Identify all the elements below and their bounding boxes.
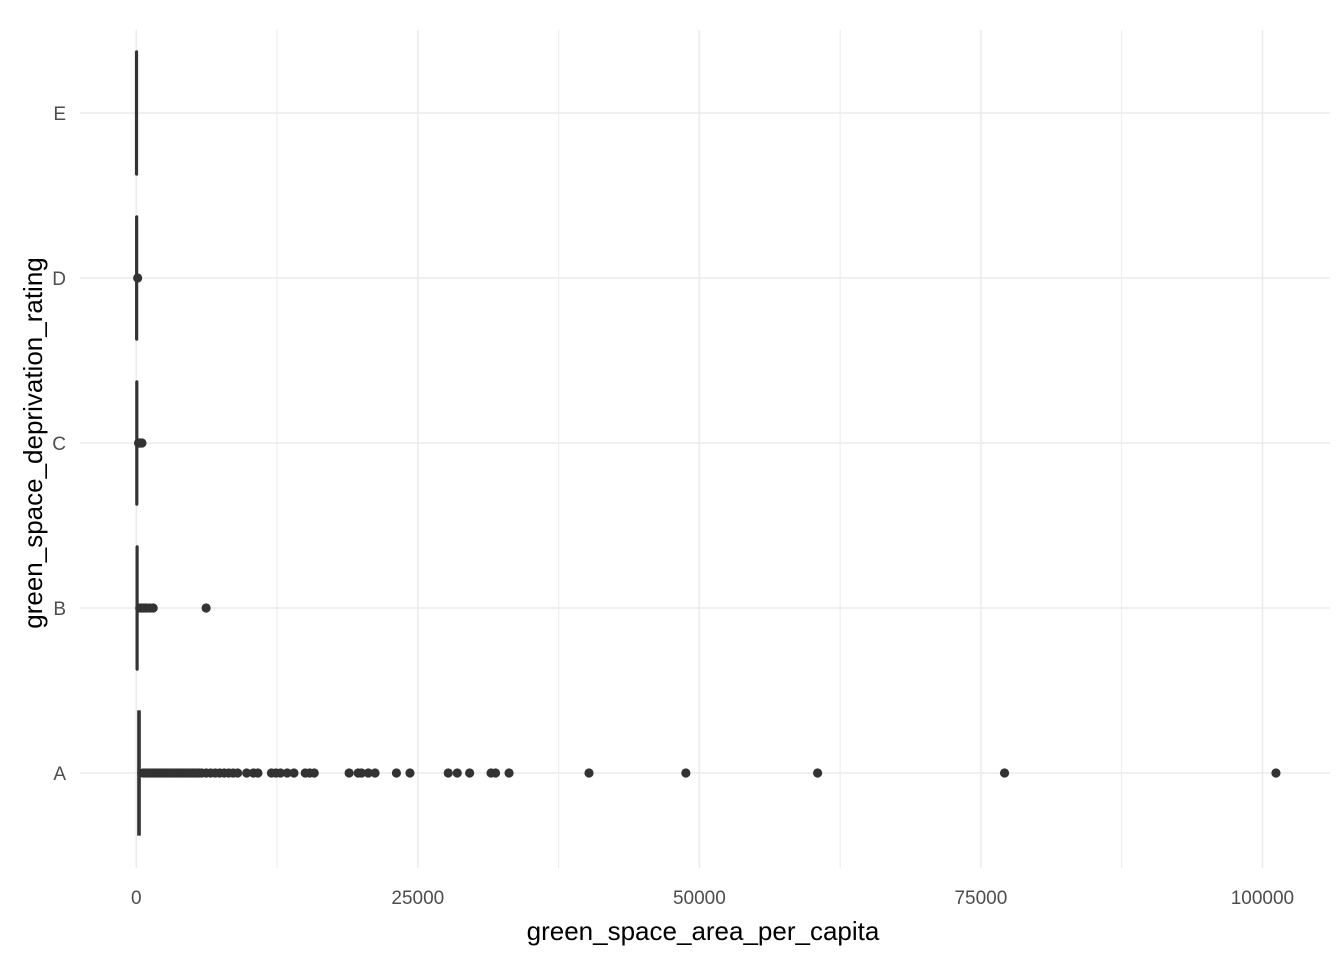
- y-tick-label: D: [52, 269, 66, 290]
- outlier-point: [275, 768, 286, 778]
- outlier-point: [137, 438, 147, 448]
- minor-gridlines: [276, 30, 1123, 868]
- outlier-point: [201, 603, 211, 613]
- outlier-point: [233, 768, 243, 778]
- outlier-point: [133, 273, 143, 283]
- y-tick-label: E: [53, 104, 66, 125]
- outlier-point: [344, 768, 354, 778]
- outlier-point: [282, 768, 292, 778]
- outlier-point: [309, 768, 319, 778]
- x-tick-label: 100000: [1231, 888, 1294, 909]
- outlier-point: [253, 768, 263, 778]
- outlier-point: [681, 768, 691, 778]
- y-tick-labels: A B C D E: [52, 104, 66, 785]
- outlier-point: [148, 603, 158, 613]
- x-tick-label: 50000: [673, 888, 726, 909]
- outlier-point: [490, 768, 501, 778]
- x-tick-labels: 0 25000 50000 75000 100000: [131, 888, 1294, 909]
- x-tick-label: 25000: [391, 888, 444, 909]
- x-tick-label: 75000: [954, 888, 1007, 909]
- x-axis-title: green_space_area_per_capita: [527, 916, 880, 946]
- outlier-point: [242, 768, 252, 778]
- major-gridlines: [80, 30, 1330, 868]
- outlier-point: [452, 768, 462, 778]
- y-tick-label: B: [53, 599, 66, 620]
- outlier-point: [465, 768, 475, 778]
- outlier-point: [391, 768, 402, 778]
- outlier-point: [1271, 768, 1281, 778]
- outlier-point: [584, 768, 594, 778]
- outlier-point: [999, 768, 1010, 778]
- outlier-point: [504, 768, 514, 778]
- outlier-point: [443, 768, 453, 778]
- outlier-point: [363, 768, 373, 778]
- outlier-point: [405, 768, 415, 778]
- outlier-point: [370, 768, 380, 778]
- outlier-point: [356, 768, 367, 778]
- outlier-point: [813, 768, 823, 778]
- outlier-points: [133, 273, 1281, 778]
- outlier-point: [289, 768, 299, 778]
- y-axis-title: green_space_deprivation_rating: [18, 257, 48, 629]
- y-tick-label: A: [53, 764, 66, 785]
- y-tick-label: C: [52, 434, 66, 455]
- x-tick-label: 0: [131, 888, 142, 909]
